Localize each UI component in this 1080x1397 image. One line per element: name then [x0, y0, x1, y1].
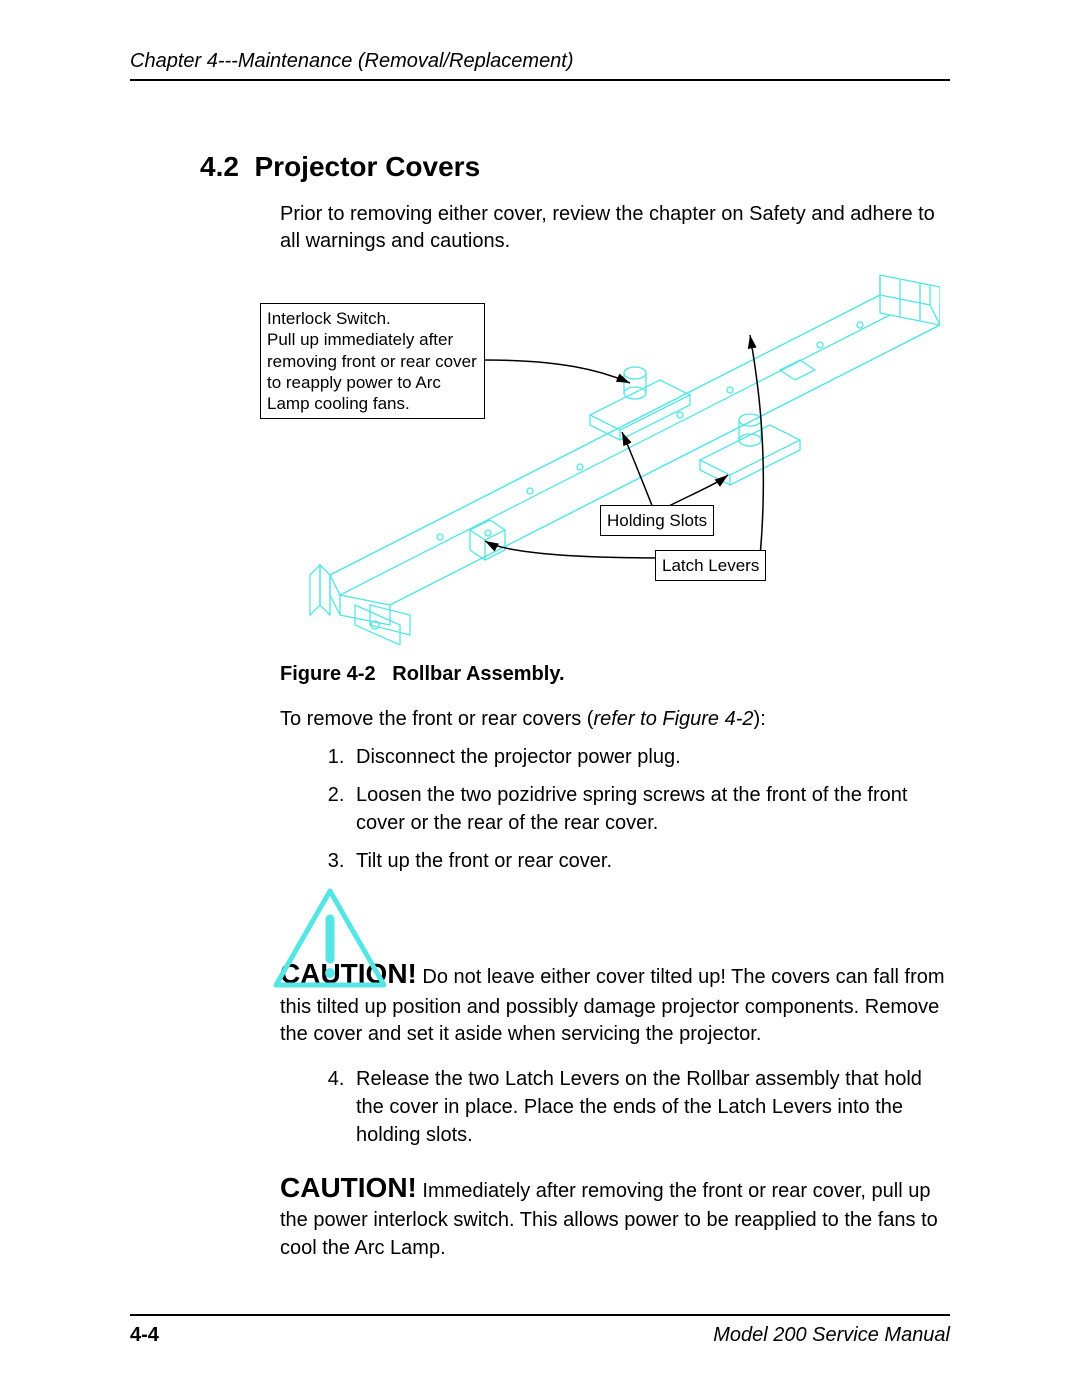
- figure-caption: Figure 4-2 Rollbar Assembly.: [280, 663, 950, 686]
- figure-rollbar-assembly: Interlock Switch.Pull up immediately aft…: [260, 275, 940, 645]
- callout-latch-levers: Latch Levers: [655, 550, 766, 581]
- section-intro: Prior to removing either cover, review t…: [280, 201, 950, 255]
- leadin-suffix: ):: [754, 708, 766, 730]
- section-title: Projector Covers: [255, 151, 481, 182]
- leadin-prefix: To remove the front or rear covers (: [280, 708, 593, 730]
- figure-caption-label: Figure 4-2: [280, 663, 376, 685]
- leadin-ref: refer to Figure 4-2: [593, 708, 753, 730]
- callout-interlock-switch: Interlock Switch.Pull up immediately aft…: [260, 303, 485, 419]
- procedure-step-4-list: Release the two Latch Levers on the Roll…: [280, 1065, 950, 1149]
- section-heading: 4.2 Projector Covers: [200, 151, 950, 183]
- procedure-steps-1-3: Disconnect the projector power plug. Loo…: [280, 743, 950, 875]
- section-number: 4.2: [200, 151, 239, 182]
- page-footer: 4-4 Model 200 Service Manual: [130, 1314, 950, 1347]
- caution-word-2: CAUTION!: [280, 1172, 417, 1203]
- callout-holding-slots: Holding Slots: [600, 505, 714, 536]
- step-3: Tilt up the front or rear cover.: [350, 847, 950, 875]
- step-4: Release the two Latch Levers on the Roll…: [350, 1065, 950, 1149]
- step-1: Disconnect the projector power plug.: [350, 743, 950, 771]
- step-2: Loosen the two pozidrive spring screws a…: [350, 781, 950, 837]
- procedure-leadin: To remove the front or rear covers (refe…: [280, 706, 950, 733]
- caution-triangle-icon: [270, 885, 390, 995]
- running-head: Chapter 4---Maintenance (Removal/Replace…: [130, 50, 950, 81]
- caution-block-2: CAUTION! Immediately after removing the …: [280, 1169, 950, 1263]
- caution-block-1: CAUTION! Do not leave either cover tilte…: [280, 955, 950, 1049]
- footer-page-number: 4-4: [130, 1324, 159, 1347]
- figure-caption-title: Rollbar Assembly.: [392, 663, 564, 685]
- footer-manual-title: Model 200 Service Manual: [713, 1324, 950, 1347]
